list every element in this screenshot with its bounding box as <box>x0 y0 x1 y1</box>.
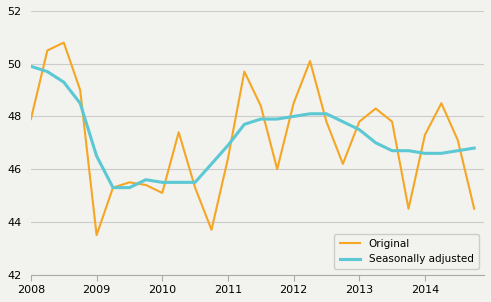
Original <box>242 70 247 73</box>
Legend: Original, Seasonally adjusted: Original, Seasonally adjusted <box>334 234 479 269</box>
Seasonally adjusted <box>406 149 411 153</box>
Original <box>340 162 346 166</box>
Original <box>406 207 411 210</box>
Original <box>291 101 297 105</box>
Seasonally adjusted <box>373 141 379 145</box>
Seasonally adjusted <box>389 149 395 153</box>
Seasonally adjusted <box>192 181 198 184</box>
Seasonally adjusted <box>77 101 83 105</box>
Seasonally adjusted <box>44 70 50 73</box>
Seasonally adjusted <box>307 112 313 116</box>
Seasonally adjusted <box>422 152 428 155</box>
Original <box>110 186 116 189</box>
Original <box>274 167 280 171</box>
Original <box>143 183 149 187</box>
Line: Seasonally adjusted: Seasonally adjusted <box>31 66 474 188</box>
Original <box>209 228 215 232</box>
Original <box>324 120 329 124</box>
Seasonally adjusted <box>291 115 297 118</box>
Original <box>422 133 428 137</box>
Original <box>471 207 477 210</box>
Original <box>192 186 198 189</box>
Seasonally adjusted <box>438 152 444 155</box>
Original <box>258 104 264 108</box>
Original <box>61 41 67 44</box>
Original <box>225 157 231 160</box>
Seasonally adjusted <box>176 181 182 184</box>
Seasonally adjusted <box>258 117 264 121</box>
Original <box>438 101 444 105</box>
Seasonally adjusted <box>274 117 280 121</box>
Seasonally adjusted <box>340 120 346 124</box>
Seasonally adjusted <box>28 65 34 68</box>
Original <box>389 120 395 124</box>
Original <box>307 59 313 63</box>
Seasonally adjusted <box>455 149 461 153</box>
Seasonally adjusted <box>159 181 165 184</box>
Seasonally adjusted <box>110 186 116 189</box>
Seasonally adjusted <box>471 146 477 150</box>
Seasonally adjusted <box>94 154 100 158</box>
Seasonally adjusted <box>242 123 247 126</box>
Original <box>356 120 362 124</box>
Seasonally adjusted <box>209 162 215 166</box>
Original <box>159 191 165 195</box>
Original <box>127 181 133 184</box>
Original <box>77 88 83 92</box>
Seasonally adjusted <box>127 186 133 189</box>
Original <box>373 107 379 110</box>
Seasonally adjusted <box>324 112 329 116</box>
Line: Original: Original <box>31 43 474 235</box>
Seasonally adjusted <box>143 178 149 182</box>
Seasonally adjusted <box>61 80 67 84</box>
Original <box>94 233 100 237</box>
Original <box>28 117 34 121</box>
Original <box>176 130 182 134</box>
Original <box>44 49 50 52</box>
Seasonally adjusted <box>356 128 362 131</box>
Seasonally adjusted <box>225 144 231 147</box>
Original <box>455 138 461 142</box>
